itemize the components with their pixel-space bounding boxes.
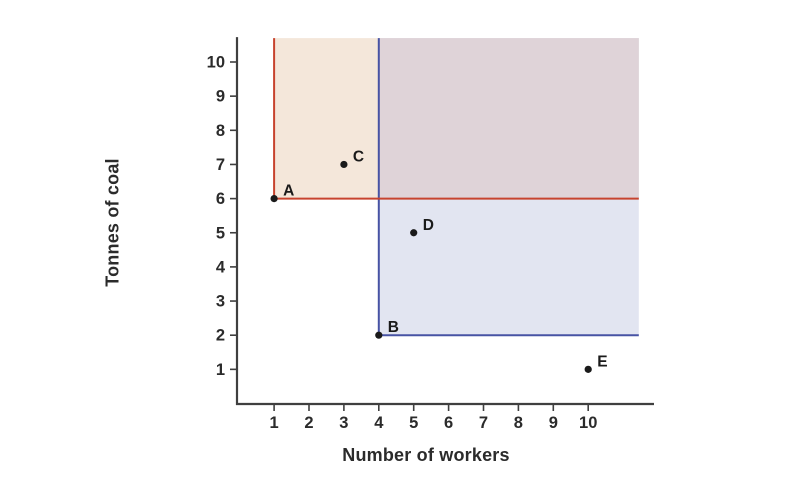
data-point-E	[584, 365, 592, 373]
data-point-label-B: B	[388, 319, 399, 336]
x-tick-label: 5	[409, 414, 418, 432]
regions-overlap-fill	[378, 38, 639, 199]
x-tick-label: 2	[304, 414, 313, 432]
x-tick-label: 3	[339, 414, 348, 432]
x-tick-label: 10	[579, 414, 597, 432]
x-tick-label: 1	[270, 414, 279, 432]
data-point-label-E: E	[597, 353, 607, 370]
x-axis-title: Number of workers	[342, 445, 510, 465]
data-point-B	[375, 331, 383, 339]
y-tick-label: 1	[216, 361, 225, 379]
y-tick-label: 6	[216, 190, 225, 208]
data-point-label-A: A	[283, 183, 294, 200]
x-tick-label: 9	[549, 414, 558, 432]
data-point-A	[270, 195, 278, 203]
x-tick-label: 6	[444, 414, 453, 432]
y-tick-label: 9	[216, 88, 225, 106]
y-tick-label: 3	[216, 293, 225, 311]
y-tick-label: 10	[207, 54, 225, 72]
x-tick-label: 7	[479, 414, 488, 432]
y-tick-label: 2	[216, 327, 225, 345]
y-tick-label: 7	[216, 156, 225, 174]
y-tick-label: 8	[216, 122, 225, 140]
data-point-D	[410, 229, 418, 237]
data-point-C	[340, 160, 348, 169]
y-tick-label: 4	[216, 258, 226, 276]
data-point-label-C: C	[353, 148, 364, 165]
x-tick-label: 4	[374, 414, 384, 432]
x-tick-label: 8	[514, 414, 523, 432]
y-tick-label: 5	[216, 224, 225, 242]
y-axis-title: Tonnes of coal	[102, 158, 123, 287]
data-point-label-D: D	[423, 217, 434, 234]
